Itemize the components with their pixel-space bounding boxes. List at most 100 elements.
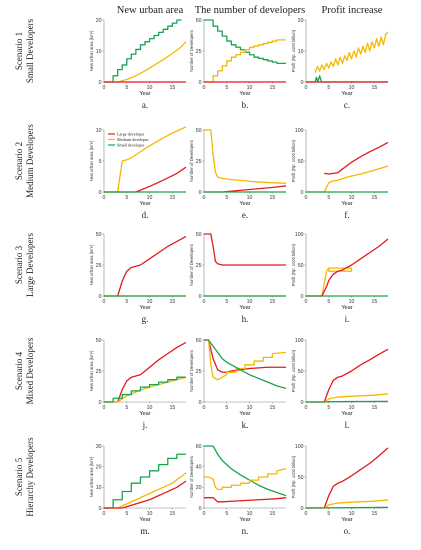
y-axis-label: Number of Developers [189, 30, 194, 72]
scenario-label: Scenario 4 Mixed Developers [14, 337, 35, 404]
panel-label: e. [242, 210, 248, 220]
y-tick-label: 50 [96, 338, 102, 344]
series-line [204, 129, 287, 184]
x-tick-label: 15 [269, 299, 275, 305]
x-axis-label: Year [341, 411, 352, 417]
panel-grid: 0 5 10 15 0 10 20 Year New urban area (km²) a. 0 5 1… [89, 18, 389, 536]
y-tick-label: 0 [301, 400, 304, 406]
y-tick-label: 50 [196, 18, 202, 24]
x-tick-label: 0 [103, 405, 106, 411]
x-tick-label: 15 [269, 195, 275, 201]
scenario-number: Scenario 2 [14, 142, 24, 180]
x-tick-label: 5 [125, 405, 128, 411]
x-tick-label: 0 [103, 195, 106, 201]
panel-label: o. [344, 526, 351, 536]
x-tick-label: 15 [169, 299, 175, 305]
series-line [204, 233, 286, 266]
x-tick-label: 10 [349, 405, 355, 411]
x-tick-label: 0 [103, 511, 106, 517]
scenario-labels: Scenario 1 Small Developers Scenario 2 Medi… [14, 18, 35, 516]
y-tick-label: 0 [301, 506, 304, 512]
x-tick-label: 15 [371, 299, 377, 305]
series-line [104, 41, 187, 83]
y-tick-label: 0 [199, 190, 202, 196]
y-axis-label: New urban area (km²) [89, 350, 94, 391]
x-axis-label: Year [239, 305, 250, 311]
x-tick-label: 15 [269, 85, 275, 91]
series-line [306, 393, 389, 403]
y-tick-label: 0 [301, 80, 304, 86]
y-axis-label: Profit (Rp. x100 billion) [291, 29, 296, 72]
scenario-name: Medium Developers [25, 124, 35, 198]
scenario-label: Scenario 3 Large Developers [14, 232, 35, 297]
x-tick-label: 10 [247, 511, 253, 517]
scenario-name: Mixed Developers [25, 337, 35, 404]
x-tick-label: 15 [169, 85, 175, 91]
x-tick-label: 10 [247, 405, 253, 411]
y-axis-label: Profit (Rp. x100 billion) [291, 243, 296, 286]
series-line [204, 185, 287, 193]
y-tick-label: 100 [295, 232, 304, 238]
y-tick-label: 0 [199, 400, 202, 406]
series-line [306, 165, 389, 193]
series-line [305, 506, 389, 509]
series-line [104, 453, 186, 509]
series-line [204, 339, 287, 389]
y-tick-label: 30 [96, 444, 102, 450]
x-tick-label: 5 [225, 405, 228, 411]
y-axis-label: Profit (Rp. x100 billion) [291, 139, 296, 182]
series-line [204, 339, 286, 373]
x-axis-label: Year [239, 411, 250, 417]
y-tick-label: 10 [96, 49, 102, 55]
x-tick-label: 15 [269, 511, 275, 517]
y-axis-label: Number of Developers [189, 350, 194, 392]
panel-label: c. [344, 100, 350, 110]
y-tick-label: 25 [96, 263, 102, 269]
y-tick-label: 0 [301, 294, 304, 300]
x-tick-label: 5 [225, 511, 228, 517]
x-tick-label: 15 [269, 405, 275, 411]
x-tick-label: 5 [225, 195, 228, 201]
y-tick-label: 0 [199, 80, 202, 86]
y-tick-label: 25 [196, 263, 202, 269]
y-tick-label: 60 [196, 444, 202, 450]
column-title-area: New urban area [117, 5, 184, 16]
x-axis-label: Year [341, 517, 352, 523]
x-tick-label: 5 [125, 195, 128, 201]
chart-panel: 0 5 10 15 0 25 50 Year Number of Developers k. [189, 338, 287, 430]
x-axis-label: Year [341, 201, 352, 207]
x-tick-label: 0 [203, 85, 206, 91]
x-tick-label: 10 [147, 511, 153, 517]
y-axis-label: Profit (Rp. x100 billion) [291, 455, 296, 498]
y-axis-label: Number of Developers [189, 140, 194, 182]
y-tick-label: 50 [196, 128, 202, 134]
x-axis-label: Year [139, 91, 150, 97]
x-axis-label: Year [239, 91, 250, 97]
chart-panel: 0 5 10 15 0 25 50 Year New urban area (km²) g. [89, 232, 187, 324]
panel-label: h. [242, 314, 249, 324]
series-line [306, 499, 389, 509]
y-axis-label: Number of Developers [189, 244, 194, 286]
x-tick-label: 5 [327, 299, 330, 305]
panel-label: a. [142, 100, 148, 110]
y-tick-label: 5 [99, 159, 102, 165]
x-tick-label: 5 [225, 85, 228, 91]
series-line [104, 235, 187, 297]
x-tick-label: 10 [349, 299, 355, 305]
x-axis-label: Year [139, 201, 150, 207]
y-axis-label: New urban area (km²) [89, 456, 94, 497]
x-tick-label: 0 [305, 299, 308, 305]
y-tick-label: 50 [298, 159, 304, 165]
series-line [306, 447, 389, 509]
x-tick-label: 15 [371, 195, 377, 201]
y-tick-label: 50 [196, 338, 202, 344]
x-tick-label: 15 [371, 85, 377, 91]
x-tick-label: 5 [225, 299, 228, 305]
series-line [104, 166, 187, 193]
panel-label: b. [242, 100, 249, 110]
series-line [204, 445, 287, 497]
panel-label: g. [142, 314, 149, 324]
scenario-number: Scenario 3 [14, 245, 24, 284]
